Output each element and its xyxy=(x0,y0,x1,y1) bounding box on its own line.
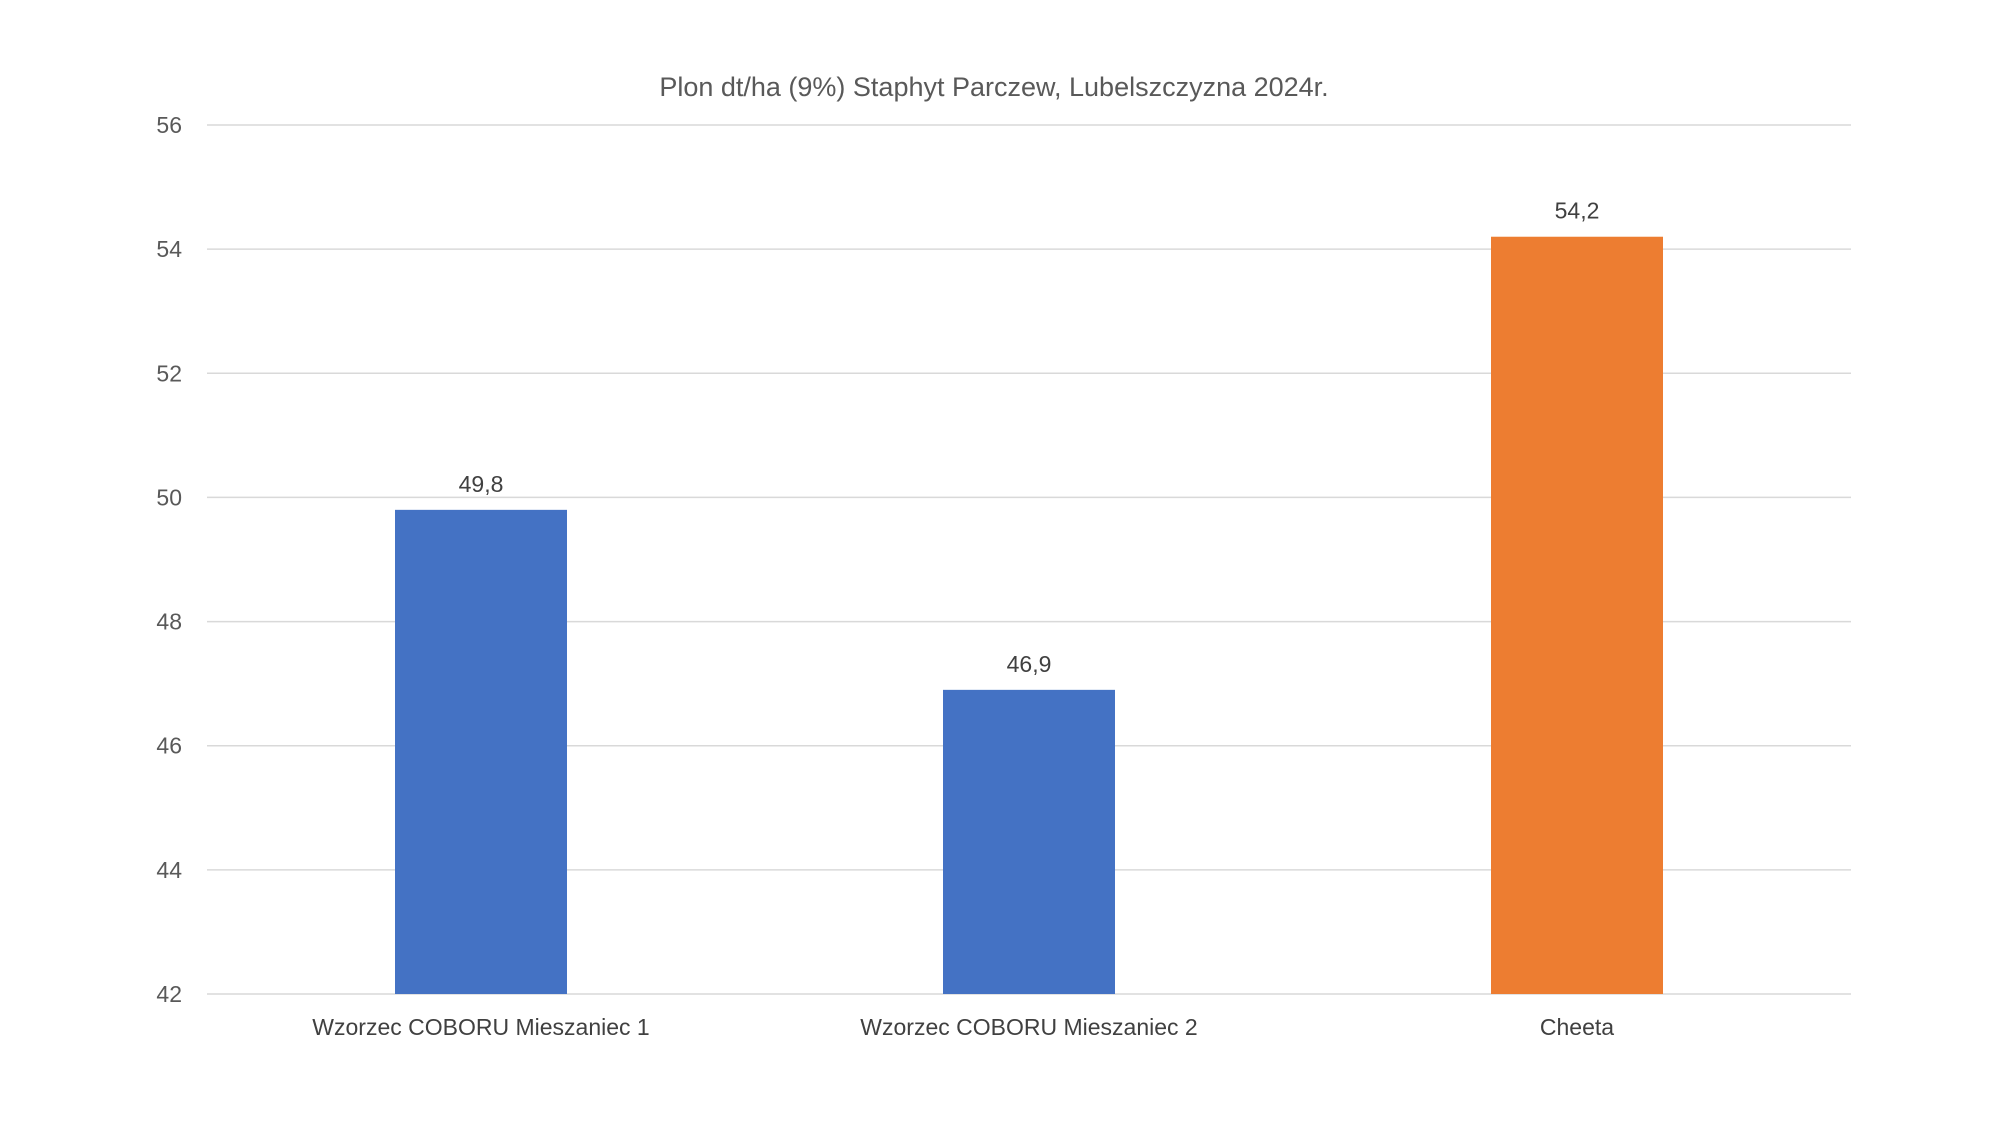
data-label: 54,2 xyxy=(1555,198,1600,224)
bars xyxy=(395,236,1663,994)
bar xyxy=(1491,236,1663,994)
y-tick-label: 44 xyxy=(156,857,182,883)
category-labels: Wzorzec COBORU Mieszaniec 1 Wzorzec COBOR… xyxy=(312,1014,1614,1040)
category-label: Wzorzec COBORU Mieszaniec 2 xyxy=(860,1014,1197,1040)
bar xyxy=(943,689,1115,994)
y-tick-label: 54 xyxy=(156,236,182,262)
y-tick-label: 42 xyxy=(156,981,182,1007)
y-tick-label: 52 xyxy=(156,360,182,386)
data-labels: 49,8 46,9 54,2 xyxy=(459,198,1600,677)
y-axis-ticks: 42 44 46 48 50 52 54 56 xyxy=(156,112,182,1007)
category-label: Wzorzec COBORU Mieszaniec 1 xyxy=(312,1014,649,1040)
data-label: 49,8 xyxy=(459,471,504,497)
data-label: 46,9 xyxy=(1007,651,1052,677)
category-label: Cheeta xyxy=(1540,1014,1614,1040)
chart-title: Plon dt/ha (9%) Staphyt Parczew, Lubelsz… xyxy=(659,72,1328,102)
bar xyxy=(395,509,567,994)
y-tick-label: 56 xyxy=(156,112,182,138)
y-tick-label: 50 xyxy=(156,484,182,510)
y-tick-label: 46 xyxy=(156,733,182,759)
y-tick-label: 48 xyxy=(156,609,182,635)
